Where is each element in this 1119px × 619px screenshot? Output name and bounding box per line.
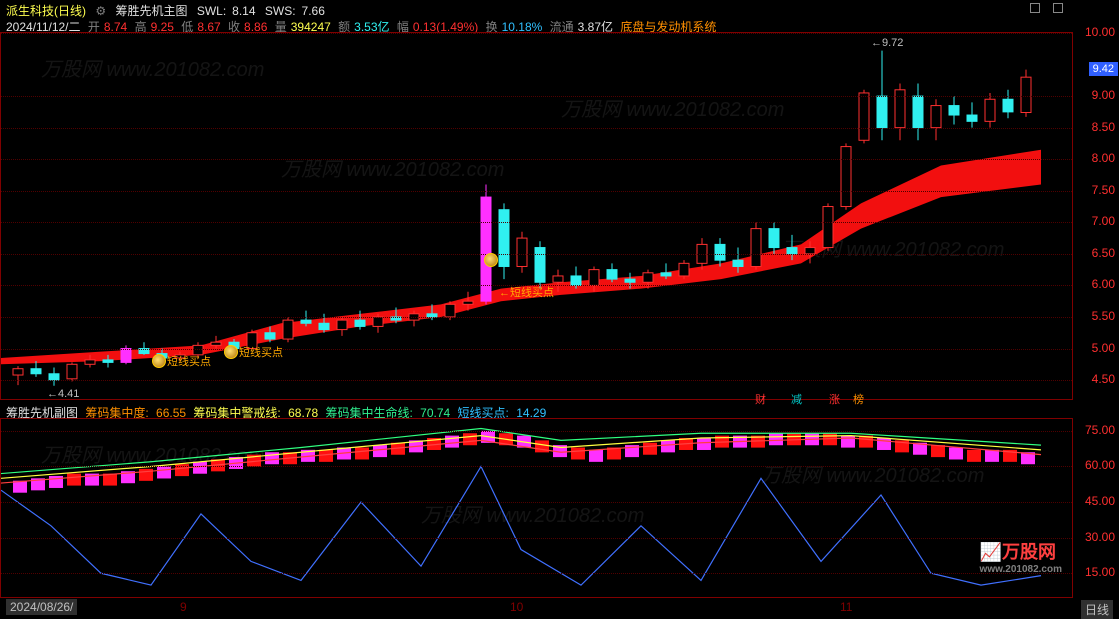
main-y-axis: 4.505.005.506.006.507.007.508.008.509.00…: [1073, 32, 1119, 400]
low-price-annot: ←4.41: [47, 388, 79, 400]
main-candlestick-chart[interactable]: 万股网 www.201082.com 万股网 www.201082.com 万股…: [0, 32, 1073, 400]
sub-y-axis: 15.0030.0045.0060.0075.00: [1073, 418, 1119, 598]
chart-header: 派生科技(日线) ⚙ 筹胜先机主图 SWL:8.14 SWS:7.66: [0, 0, 1119, 16]
control-square-2[interactable]: [1053, 3, 1063, 13]
date-left: 2024/08/26/: [6, 599, 77, 615]
brand-logo: 📈万股网 www.201082.com: [980, 538, 1062, 575]
month-9: 9: [180, 600, 187, 614]
top-corner-controls: [1026, 2, 1069, 16]
time-axis-bar: 2024/08/26/ 9 10 11 日线: [0, 598, 1119, 616]
timeframe-label: 日线: [1081, 600, 1113, 619]
buy-signal-icon: [224, 345, 238, 359]
buy-signal-label: 短线买点: [167, 353, 211, 369]
month-10: 10: [510, 600, 523, 614]
buy-signal-icon: [484, 253, 498, 267]
sub-indicator-chart[interactable]: 万股网 www.201082.com 万股网 www.201082.com 万股…: [0, 418, 1073, 598]
buy-signal-label: ←短线买点: [499, 284, 554, 300]
high-price-annot: ←9.72: [871, 37, 903, 49]
control-square-1[interactable]: [1030, 3, 1040, 13]
sub-chart-svg: [1, 419, 1072, 597]
buy-signal-label: 短线买点: [239, 344, 283, 360]
buy-signal-icon: [152, 354, 166, 368]
month-11: 11: [840, 600, 852, 614]
main-chart-svg: [1, 33, 1072, 399]
